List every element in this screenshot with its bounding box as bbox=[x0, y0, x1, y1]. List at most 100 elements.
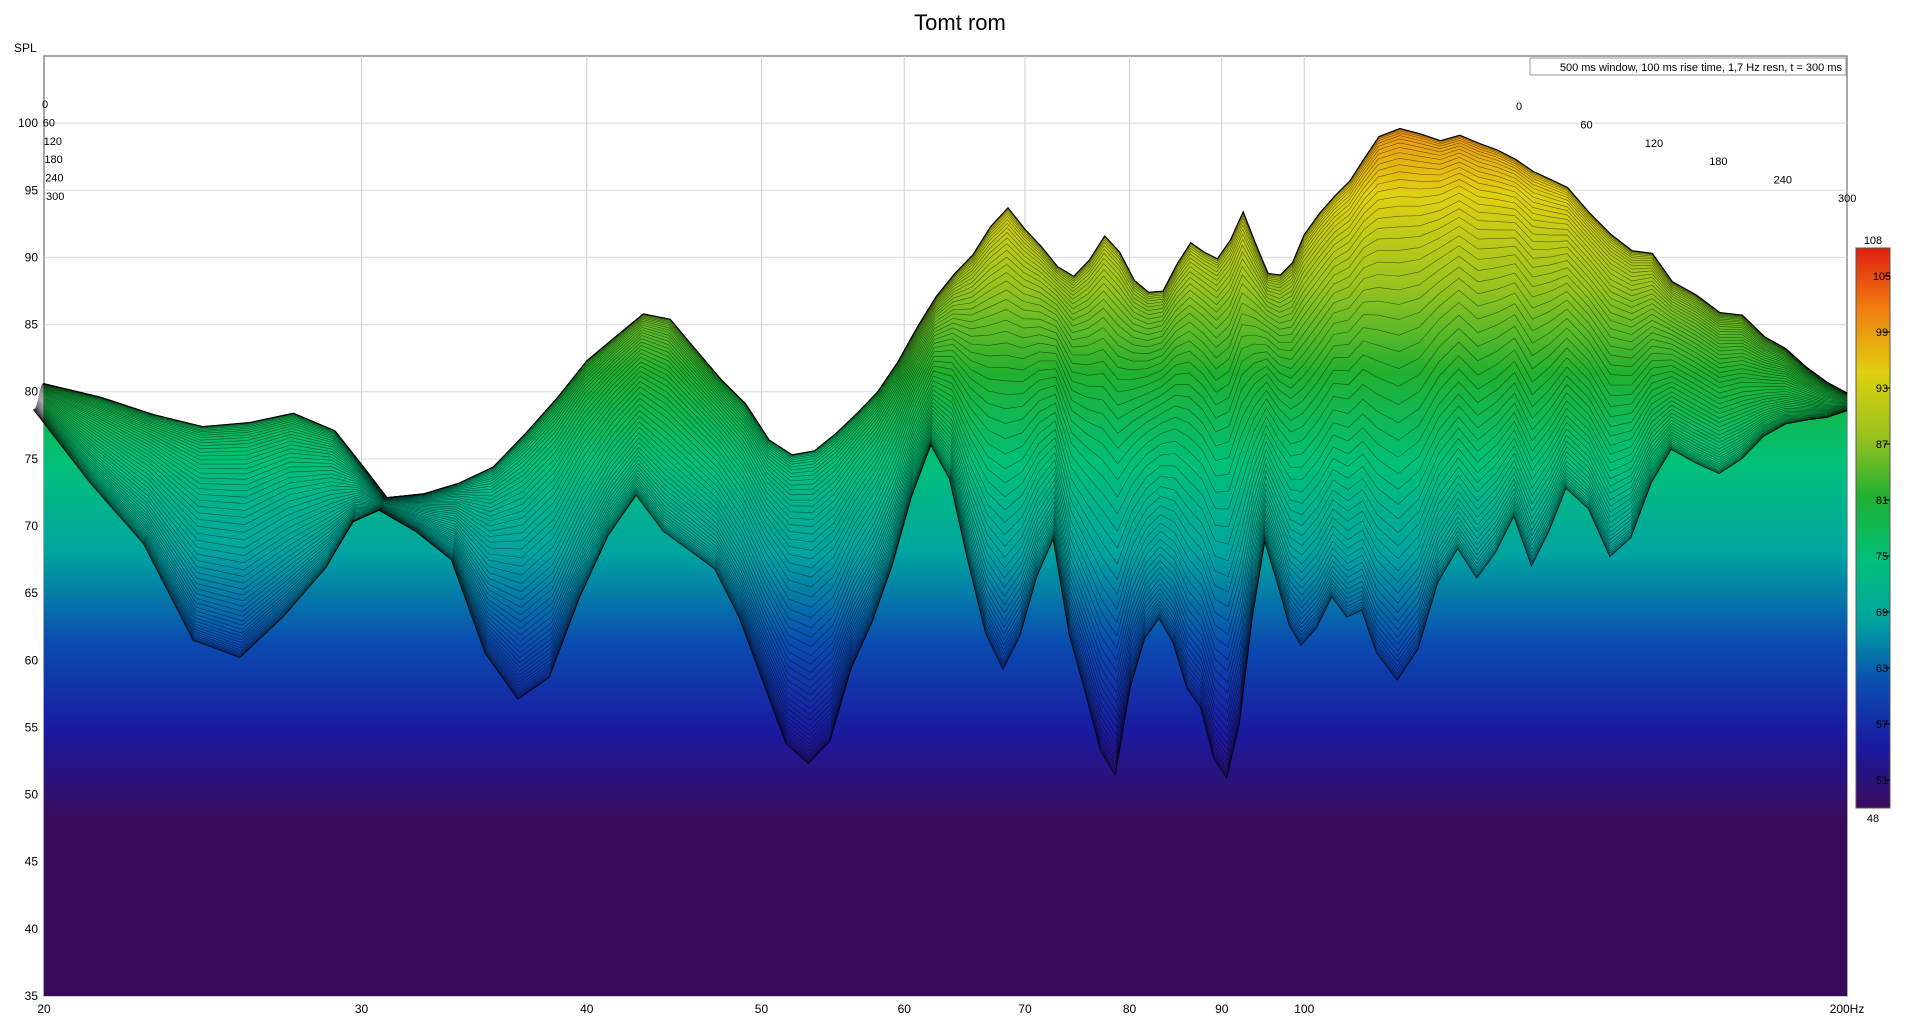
y-tick-label: 35 bbox=[25, 989, 39, 1003]
x-tick-label: 60 bbox=[898, 1002, 912, 1016]
decay-slice-line bbox=[35, 406, 1848, 726]
colorbar-tick-label: 51 bbox=[1876, 775, 1888, 787]
decay-slice-line bbox=[41, 178, 1848, 499]
y-tick-label: 75 bbox=[25, 452, 39, 466]
chart-subtitle: 500 ms window, 100 ms rise time, 1,7 Hz … bbox=[1560, 62, 1843, 74]
decay-slice-line bbox=[40, 216, 1848, 513]
y-tick-label: 70 bbox=[25, 519, 39, 533]
decay-slice-line bbox=[41, 167, 1848, 499]
decay-slice-line bbox=[40, 225, 1848, 520]
decay-slice-line bbox=[33, 409, 1848, 770]
time-label-left: 180 bbox=[44, 154, 62, 166]
colorbar-tick-label: 75 bbox=[1876, 551, 1888, 563]
time-label-right: 120 bbox=[1645, 138, 1663, 150]
y-tick-label: 100 bbox=[18, 116, 38, 130]
time-label-right: 0 bbox=[1516, 101, 1522, 113]
time-label-right: 60 bbox=[1580, 119, 1592, 131]
time-label-left: 120 bbox=[44, 136, 62, 148]
decay-slice-line bbox=[38, 314, 1848, 588]
y-tick-label: 65 bbox=[25, 586, 39, 600]
front-curve-line bbox=[43, 127, 1848, 499]
decay-slice-line bbox=[38, 347, 1848, 619]
decay-slice-line bbox=[34, 409, 1848, 766]
x-tick-label: 80 bbox=[1123, 1002, 1137, 1016]
decay-slice-line bbox=[34, 407, 1848, 741]
chart-title: Tomt rom bbox=[914, 10, 1006, 35]
x-tick-label: 50 bbox=[755, 1002, 769, 1016]
x-tick-label: 20 bbox=[37, 1002, 51, 1016]
y-tick-label: 45 bbox=[25, 855, 39, 869]
decay-slice-line bbox=[35, 405, 1848, 715]
colorbar-tick-label: 87 bbox=[1876, 439, 1888, 451]
colorbar-tick-label: 69 bbox=[1876, 607, 1888, 619]
decay-slice-line bbox=[41, 161, 1848, 499]
decay-slice-line bbox=[39, 277, 1848, 560]
decay-slice-line bbox=[41, 172, 1848, 499]
decay-slice-line bbox=[36, 404, 1848, 703]
decay-slice-line bbox=[36, 402, 1848, 681]
time-label-right: 180 bbox=[1709, 156, 1727, 168]
y-tick-label: 50 bbox=[25, 788, 39, 802]
decay-slice-line bbox=[40, 192, 1848, 499]
color-scale-legend: 51 57 63 69 75 81 87 93 99 105 108 48 bbox=[1855, 235, 1891, 825]
decay-slice-line bbox=[37, 366, 1848, 638]
colorbar-max-label: 108 bbox=[1864, 235, 1882, 247]
y-tick-label: 55 bbox=[25, 720, 39, 734]
decay-slice-line bbox=[35, 407, 1848, 736]
y-tick-label: 40 bbox=[25, 922, 39, 936]
colorbar-tick-label: 57 bbox=[1876, 719, 1888, 731]
decay-slice-line bbox=[34, 408, 1848, 745]
colorbar-tick-label: 81 bbox=[1876, 495, 1888, 507]
time-label-right: 300 bbox=[1838, 193, 1856, 205]
decay-slice-line bbox=[42, 152, 1848, 498]
time-label-left: 300 bbox=[46, 191, 64, 203]
x-tick-label: 40 bbox=[580, 1002, 594, 1016]
colorbar-min-label: 48 bbox=[1867, 813, 1879, 825]
decay-slice-line bbox=[34, 408, 1848, 761]
time-label-left: 240 bbox=[45, 173, 63, 185]
decay-slice-line bbox=[34, 408, 1848, 751]
time-label-left: 0 bbox=[42, 99, 48, 111]
decay-slice-line bbox=[33, 409, 1848, 773]
decay-slice-line bbox=[43, 132, 1848, 498]
decay-slice-line bbox=[42, 138, 1848, 498]
x-tick-label: 90 bbox=[1215, 1002, 1229, 1016]
decay-slice-line bbox=[42, 147, 1848, 498]
decay-slice-line bbox=[37, 357, 1848, 629]
y-tick-label: 60 bbox=[25, 653, 39, 667]
colorbar-tick-label: 99 bbox=[1876, 327, 1888, 339]
decay-slice-line bbox=[36, 404, 1848, 696]
decay-slice-line bbox=[36, 405, 1848, 709]
decay-slice-line bbox=[39, 235, 1848, 527]
decay-slice-line bbox=[42, 142, 1848, 498]
decay-slice-line bbox=[35, 406, 1848, 721]
decay-slice-line bbox=[43, 135, 1848, 498]
axis-ticks: 35 40 45 50 55 60 65 70 75 80 85 90 95 100 20 30 40 50 60 7… bbox=[18, 116, 1864, 1016]
decay-slice-line bbox=[32, 409, 1848, 780]
colorbar-rect bbox=[1855, 247, 1891, 809]
decay-slice-line bbox=[39, 289, 1848, 569]
decay-slice-line bbox=[38, 302, 1848, 578]
y-tick-label: 85 bbox=[25, 318, 39, 332]
x-tick-label: 200Hz bbox=[1830, 1002, 1865, 1016]
decay-slice-line bbox=[36, 400, 1848, 673]
decay-slice-line bbox=[42, 156, 1848, 498]
x-tick-label: 70 bbox=[1018, 1002, 1032, 1016]
decay-slice-line bbox=[37, 375, 1848, 648]
surface-fill bbox=[44, 128, 1847, 996]
x-tick-label: 30 bbox=[355, 1002, 369, 1016]
decay-slice-line bbox=[37, 384, 1848, 656]
decay-slice-line bbox=[39, 245, 1848, 535]
time-label-left: 60 bbox=[43, 117, 55, 129]
decay-slice-line bbox=[40, 200, 1848, 501]
decay-slice-line bbox=[37, 392, 1848, 665]
y-tick-label: 80 bbox=[25, 385, 39, 399]
colorbar-tick-label: 63 bbox=[1876, 663, 1888, 675]
x-tick-label: 100 bbox=[1294, 1002, 1314, 1016]
decay-slice-line bbox=[40, 208, 1848, 507]
decay-slice-line bbox=[39, 255, 1848, 543]
time-label-right: 240 bbox=[1774, 175, 1792, 187]
y-axis-label: SPL bbox=[14, 41, 37, 55]
decay-slice-line bbox=[36, 403, 1848, 689]
